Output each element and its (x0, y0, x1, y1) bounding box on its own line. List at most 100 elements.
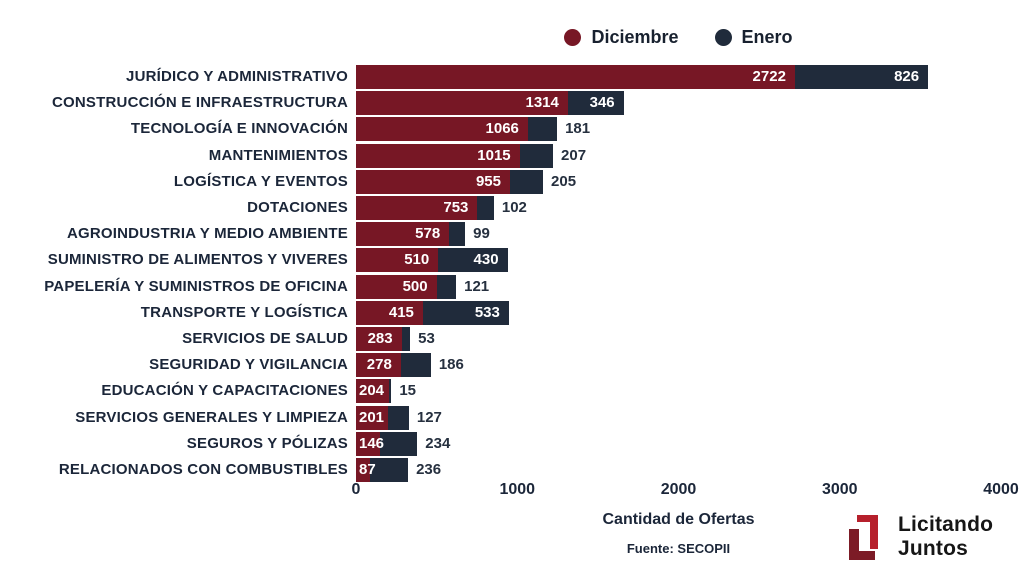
value-label-enero: 127 (416, 408, 442, 426)
chart-row: SEGUROS Y PÓLIZAS 146 234 (0, 431, 1024, 456)
bar-segment-diciembre (356, 196, 478, 220)
bar-segment-diciembre (356, 65, 795, 89)
bar-segment-enero (422, 300, 509, 325)
bar-segment-enero (388, 379, 392, 404)
bar-segment-diciembre (356, 405, 389, 430)
bar-segment-enero (567, 91, 624, 116)
category-label: SERVICIOS DE SALUD (182, 330, 348, 347)
x-axis-tick: 4000 (983, 481, 1019, 498)
value-label-enero: 53 (418, 330, 435, 347)
legend-dot-enero (714, 28, 732, 46)
value-label-diciembre: 415 (388, 303, 414, 321)
value-label-enero: 121 (464, 277, 490, 295)
category-label: RELACIONADOS CON COMBUSTIBLES (58, 461, 348, 478)
category-label: JURÍDICO Y ADMINISTRATIVO (126, 68, 348, 85)
bar-segment-diciembre (356, 117, 528, 142)
chart-row: EDUCACIÓN Y CAPACITACIONES 204 15 (0, 379, 1024, 404)
bar-segment-diciembre (356, 274, 437, 299)
value-label-diciembre: 283 (367, 330, 393, 347)
bar-segment-enero (379, 431, 418, 456)
value-label-enero: 826 (894, 68, 920, 85)
bar-segment-diciembre (356, 327, 402, 351)
chart-row: CONSTRUCCIÓN E INFRAESTRUCTURA 1314 346 (0, 91, 1024, 116)
chart-legend: Diciembre Enero (356, 26, 1001, 48)
chart-row: SERVICIOS GENERALES Y LIMPIEZA 201 127 (0, 405, 1024, 430)
chart-row: DOTACIONES 753 102 (0, 196, 1024, 220)
value-label-enero: 234 (425, 434, 451, 452)
brand-name-line2: Juntos (898, 537, 969, 560)
chart-row: JURÍDICO Y ADMINISTRATIVO 2722 826 (0, 65, 1024, 89)
value-label-diciembre: 1015 (477, 146, 511, 164)
value-label-enero: 207 (561, 146, 587, 164)
value-label-diciembre: 1314 (525, 94, 559, 112)
bar-segment-enero (400, 353, 431, 378)
legend-dot-diciembre (564, 28, 582, 46)
bar-segment-diciembre (356, 431, 380, 456)
bar-segment-diciembre (356, 379, 389, 404)
legend-label-enero: Enero (741, 26, 793, 47)
x-axis-tick: 3000 (821, 481, 858, 498)
bar-segment-diciembre (356, 222, 450, 247)
category-label: TECNOLOGÍA E INNOVACIÓN (130, 120, 348, 138)
x-axis-tick: 2000 (660, 481, 697, 498)
value-label-diciembre: 204 (359, 382, 385, 400)
chart-row: SERVICIOS DE SALUD 283 53 (0, 327, 1024, 351)
legend-item-diciembre: Diciembre (564, 26, 679, 48)
chart-row: TECNOLOGÍA E INNOVACIÓN 1066 181 (0, 117, 1024, 142)
x-axis-tick: 0 (351, 481, 361, 498)
bar-segment-diciembre (356, 458, 371, 482)
bar-segment-enero (509, 169, 544, 194)
bar-segment-enero (438, 248, 508, 273)
source-note: Fuente: SECOPII (626, 541, 731, 556)
value-label-enero: 99 (473, 225, 490, 243)
value-label-diciembre: 753 (443, 199, 469, 216)
value-label-diciembre: 87 (359, 461, 376, 478)
value-label-enero: 533 (474, 303, 500, 321)
value-label-enero: 102 (501, 199, 527, 216)
value-label-diciembre: 201 (359, 408, 385, 426)
bar-segment-enero (370, 458, 409, 482)
legend-item-enero: Enero (714, 26, 793, 48)
bar-segment-diciembre (356, 248, 439, 273)
value-label-diciembre: 278 (366, 356, 392, 374)
bar-segment-diciembre (356, 91, 568, 116)
brand-name-line1: Licitando (898, 513, 994, 536)
chart-row: LOGÍSTICA Y EVENTOS 955 205 (0, 169, 1024, 194)
bar-segment-enero (449, 222, 466, 247)
value-label-diciembre: 500 (402, 277, 428, 295)
chart-row: AGROINDUSTRIA Y MEDIO AMBIENTE 578 99 (0, 222, 1024, 247)
value-label-diciembre: 2722 (752, 68, 786, 85)
bar-segment-enero (436, 274, 457, 299)
category-label: MANTENIMIENTOS (208, 146, 348, 164)
chart-row: PAPELERÍA Y SUMINISTROS DE OFICINA 500 121 (0, 274, 1024, 299)
bar-segment-diciembre (356, 353, 401, 378)
value-label-enero: 15 (399, 382, 416, 400)
bar-segment-diciembre (356, 143, 520, 168)
value-label-enero: 236 (416, 461, 442, 478)
value-label-enero: 346 (589, 94, 615, 112)
category-label: EDUCACIÓN Y CAPACITACIONES (101, 382, 348, 400)
bar-segment-enero (477, 196, 494, 220)
category-label: AGROINDUSTRIA Y MEDIO AMBIENTE (66, 225, 348, 243)
value-label-enero: 205 (551, 172, 577, 190)
category-label: TRANSPORTE Y LOGÍSTICA (140, 303, 348, 321)
brand-name: Licitando Juntos (898, 513, 993, 561)
category-label: SUMINISTRO DE ALIMENTOS Y VIVERES (47, 251, 348, 269)
value-label-diciembre: 578 (415, 225, 441, 243)
value-label-diciembre: 955 (475, 172, 501, 190)
brand-logo-icon (849, 513, 880, 560)
chart-row: SUMINISTRO DE ALIMENTOS Y VIVERES 510 430 (0, 248, 1024, 273)
category-label: SEGURIDAD Y VIGILANCIA (149, 356, 348, 374)
chart-row: SEGURIDAD Y VIGILANCIA 278 186 (0, 353, 1024, 378)
value-label-diciembre: 510 (404, 251, 430, 269)
legend-label-diciembre: Diciembre (591, 26, 679, 47)
value-label-diciembre: 146 (359, 434, 385, 452)
bar-segment-enero (794, 65, 929, 89)
bar-segment-enero (527, 117, 558, 142)
chart-row: TRANSPORTE Y LOGÍSTICA 415 533 (0, 300, 1024, 325)
chart-row: RELACIONADOS CON COMBUSTIBLES 87 236 (0, 458, 1024, 482)
category-label: PAPELERÍA Y SUMINISTROS DE OFICINA (44, 277, 348, 295)
brand-logo: Licitando Juntos (842, 509, 993, 565)
value-label-enero: 186 (438, 356, 464, 374)
category-label: CONSTRUCCIÓN E INFRAESTRUCTURA (52, 94, 348, 112)
